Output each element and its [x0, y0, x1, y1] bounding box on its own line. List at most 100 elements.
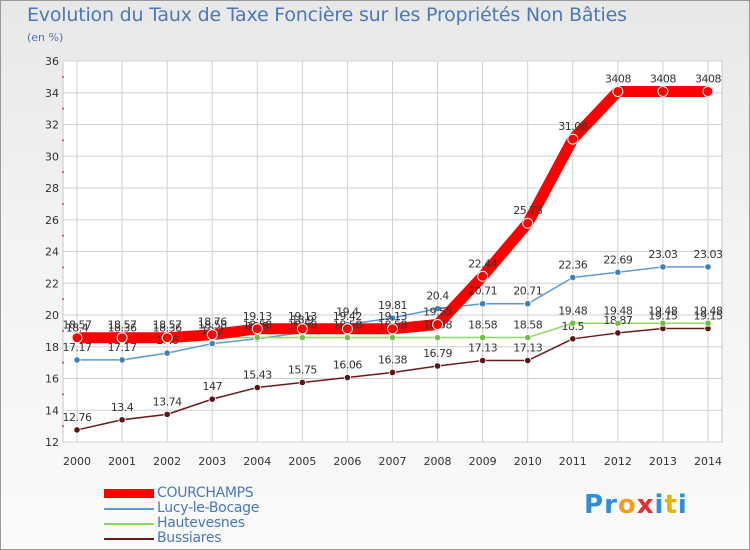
data-label-courchamps: 19.13 [243, 310, 272, 323]
x-tick-label: 2008 [424, 455, 452, 468]
data-label-bussiares: 16.79 [423, 347, 452, 360]
y-minor-tick [62, 171, 64, 174]
data-point-hautevesnes [659, 319, 667, 327]
data-label-hautevesnes: 19.48 [648, 304, 677, 317]
data-label-lucy-le-bocage: 23.03 [648, 248, 677, 261]
data-label-courchamps: 19.13 [378, 310, 407, 323]
data-point-hautevesnes [388, 333, 397, 342]
data-label-lucy-le-bocage: 22.69 [603, 253, 632, 266]
data-label-bussiares: 17.13 [468, 342, 497, 355]
x-tick-label: 2001 [108, 455, 136, 468]
y-minor-tick [62, 425, 64, 428]
data-label-lucy-le-bocage: 20.71 [468, 285, 497, 298]
data-label-bussiares: 12.76 [63, 411, 92, 424]
y-tick-label: 16 [45, 373, 59, 386]
y-tick-label: 28 [45, 182, 59, 195]
data-label-lucy-le-bocage: 19.4 [336, 306, 359, 319]
data-point-bussiares [614, 329, 622, 337]
x-tick-label: 2006 [333, 455, 361, 468]
data-point-bussiares [569, 335, 577, 343]
legend-label: COURCHAMPS [157, 485, 254, 501]
data-label-bussiares: 19.15 [648, 309, 677, 322]
logo-letter: o [617, 490, 637, 520]
data-point-hautevesnes [479, 333, 487, 342]
data-label-hautevesnes: 18.58 [198, 319, 227, 332]
y-tick-label: 12 [45, 436, 59, 449]
y-minor-tick [62, 266, 64, 269]
y-minor-tick [62, 202, 64, 205]
data-label-hautevesnes: 18.58 [468, 319, 497, 332]
legend-swatch [104, 508, 154, 510]
legend-label: Hautevesnes [157, 515, 245, 531]
data-label-hautevesnes: 19.48 [558, 304, 587, 317]
data-point-lucy-le-bocage [73, 356, 81, 364]
y-tick-label: 18 [45, 341, 59, 354]
data-point-hautevesnes [614, 319, 622, 327]
data-label-hautevesnes: 19.48 [694, 304, 723, 317]
data-label-courchamps: 3408 [605, 72, 631, 85]
data-label-hautevesnes: 18.58 [513, 319, 542, 332]
data-label-courchamps: 18.57 [108, 319, 137, 332]
data-point-courchamps [432, 319, 444, 331]
data-point-lucy-le-bocage [208, 339, 216, 348]
data-label-courchamps: 3408 [695, 72, 721, 85]
y-minor-tick [62, 361, 64, 364]
data-point-lucy-le-bocage [569, 273, 577, 282]
data-point-courchamps [296, 323, 308, 335]
data-point-courchamps [522, 217, 534, 229]
data-point-lucy-le-bocage [479, 300, 487, 308]
x-tick-label: 2012 [604, 455, 632, 468]
data-point-bussiares [298, 378, 306, 387]
y-minor-tick [62, 234, 64, 237]
data-point-bussiares [343, 373, 352, 382]
x-tick-label: 2002 [153, 455, 181, 468]
data-point-lucy-le-bocage [614, 268, 622, 276]
data-label-bussiares: 16.38 [378, 353, 407, 366]
legend-label: Lucy-le-Bocage [157, 500, 260, 516]
x-tick-label: 2004 [243, 455, 271, 468]
y-minor-tick [62, 298, 64, 301]
data-label-courchamps: 31.08 [558, 120, 587, 133]
x-tick-label: 2014 [694, 455, 722, 468]
data-point-courchamps [612, 85, 624, 97]
proxiti-logo: Proxiti [584, 490, 688, 520]
data-point-hautevesnes [433, 333, 442, 342]
logo-letter: i [677, 490, 688, 520]
data-point-courchamps [657, 85, 669, 97]
legend-swatch [104, 489, 154, 498]
data-point-hautevesnes [704, 319, 712, 327]
x-tick-label: 2010 [514, 455, 542, 468]
x-tick-label: 2011 [559, 455, 587, 468]
data-label-hautevesnes: 18.36 [108, 321, 137, 334]
data-point-lucy-le-bocage [163, 349, 171, 357]
legend-label: Bussiares [157, 530, 222, 546]
data-label-courchamps: 25.78 [513, 204, 542, 217]
data-point-courchamps [251, 323, 263, 335]
legend-swatch [104, 538, 154, 540]
data-point-courchamps [341, 323, 353, 335]
x-tick-label: 2007 [379, 455, 407, 468]
logo-letter: i [654, 490, 665, 520]
data-point-bussiares [388, 368, 397, 377]
y-tick-label: 22 [45, 277, 59, 290]
data-label-bussiares: 16.06 [333, 359, 362, 372]
data-label-hautevesnes: 19.48 [603, 304, 632, 317]
data-point-bussiares [433, 362, 442, 370]
data-label-courchamps: 18.57 [63, 319, 92, 332]
data-point-bussiares [118, 416, 126, 424]
data-label-bussiares: 13.74 [153, 395, 182, 408]
legend-swatch [104, 523, 154, 525]
data-label-courchamps: 18.57 [153, 319, 182, 332]
data-label-courchamps: 19.13 [288, 310, 317, 323]
y-minor-tick [62, 393, 64, 396]
data-label-courchamps: 19.55 [423, 306, 452, 319]
x-tick-label: 2000 [63, 455, 91, 468]
y-tick-label: 34 [45, 87, 59, 100]
data-label-bussiares: 15.75 [288, 363, 317, 376]
data-label-lucy-le-bocage: 17.17 [108, 341, 137, 354]
logo-letter: x [636, 490, 655, 520]
y-tick-label: 14 [45, 404, 59, 417]
data-label-lucy-le-bocage: 20.71 [513, 285, 542, 298]
